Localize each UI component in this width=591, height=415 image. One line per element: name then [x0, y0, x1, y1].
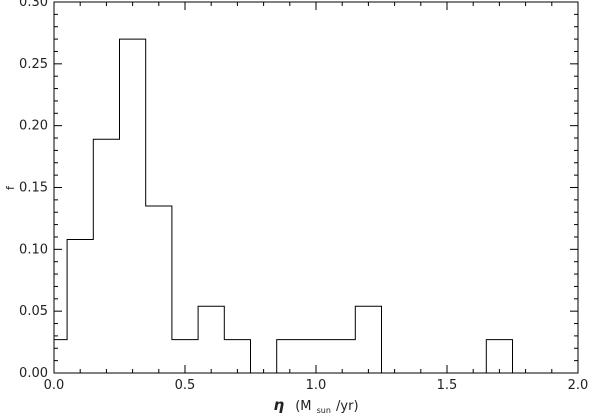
x-tick-label: 0.5 [175, 378, 196, 393]
x-axis-label-close: /yr) [336, 399, 359, 414]
tick-labels: 0.0 0.5 1.0 1.5 2.0 0.00 0.05 0.10 0.15 0.20 0.25 0… [19, 0, 588, 393]
y-tick-label: 0.05 [19, 304, 48, 319]
histogram-step-line [54, 38, 578, 373]
x-tick-label: 0.0 [44, 378, 65, 393]
x-axis-label-symbol: η [273, 396, 284, 414]
y-tick-label: 0.30 [19, 0, 48, 10]
x-axis-label-subscript: sun [317, 406, 331, 415]
y-axis-label: f [4, 185, 17, 190]
y-tick-label: 0.15 [19, 181, 48, 196]
x-axis-label: η (M sun /yr) [273, 395, 358, 415]
y-tick-label: 0.20 [19, 119, 48, 134]
x-axis-label-open: (M [295, 399, 311, 414]
y-tick-label: 0.10 [19, 242, 48, 257]
y-tick-label: 0.25 [19, 57, 48, 72]
y-tick-label: 0.00 [19, 366, 48, 381]
axis-ticks [53, 1, 579, 374]
plot-frame [53, 1, 579, 374]
x-tick-label: 1.0 [306, 378, 327, 393]
x-tick-label: 1.5 [437, 378, 458, 393]
x-tick-label: 2.0 [568, 378, 589, 393]
